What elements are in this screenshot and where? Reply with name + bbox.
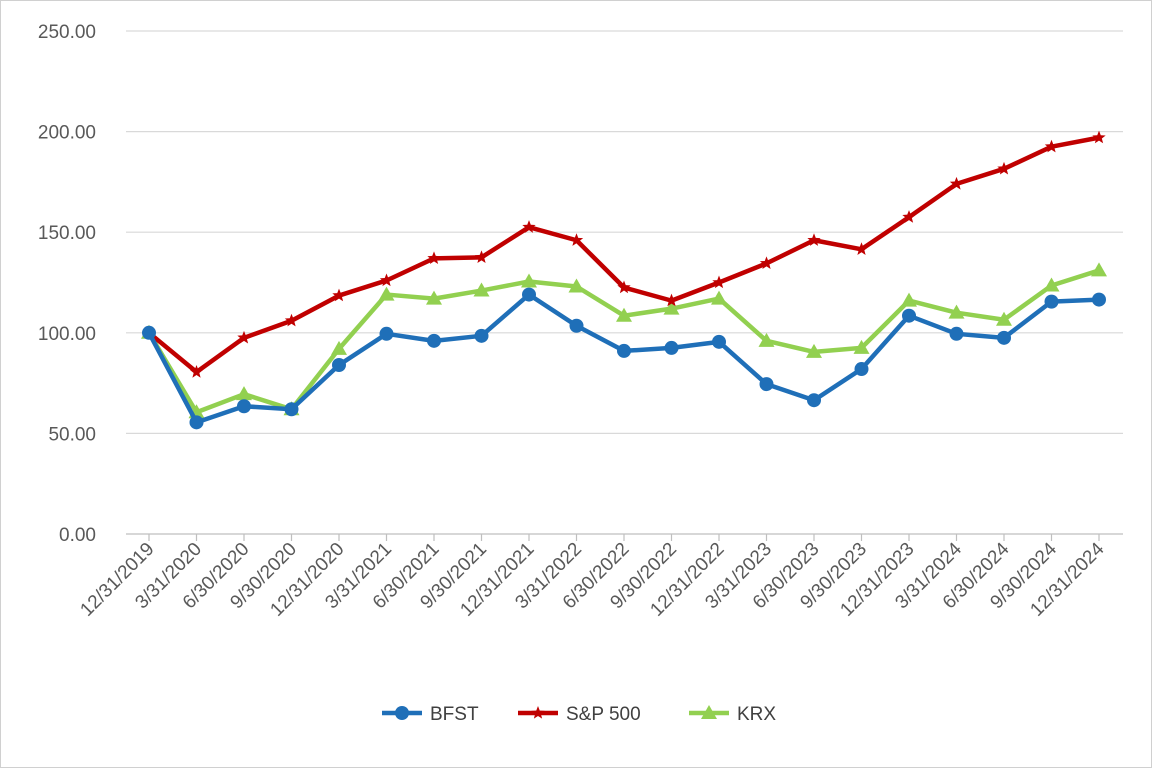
- y-tick-label: 200.00: [38, 123, 96, 144]
- data-point-bfst: [949, 326, 964, 341]
- data-point-s-p-500: [569, 233, 584, 246]
- data-point-s-p-500: [997, 161, 1011, 175]
- data-point-krx: [331, 340, 347, 355]
- data-point-bfst: [474, 328, 489, 343]
- y-tick-label: 100.00: [38, 324, 96, 345]
- data-point-s-p-500: [332, 288, 346, 302]
- x-axis: [126, 533, 1123, 541]
- legend-marker: [701, 705, 717, 719]
- data-point-bfst: [759, 377, 774, 392]
- y-tick-label: 50.00: [48, 424, 96, 445]
- data-point-krx: [1091, 262, 1107, 277]
- y-tick-label: 0.00: [59, 525, 96, 546]
- legend-label: S&P 500: [566, 704, 641, 725]
- data-point-krx: [663, 300, 680, 315]
- data-point-bfst: [332, 357, 346, 372]
- data-point-bfst: [189, 415, 204, 430]
- legend-item-bfst: BFST: [382, 704, 479, 725]
- legend-label: BFST: [430, 704, 479, 725]
- data-point-krx: [568, 278, 585, 293]
- data-point-s-p-500: [854, 242, 869, 255]
- data-point-bfst: [1092, 292, 1106, 307]
- gridlines: [126, 30, 1123, 434]
- data-point-bfst: [427, 333, 441, 348]
- series-bfst: [142, 287, 1106, 430]
- data-point-bfst: [522, 287, 536, 302]
- data-point-s-p-500: [617, 280, 631, 294]
- data-point-krx: [473, 282, 490, 297]
- data-point-krx: [616, 307, 632, 322]
- data-point-s-p-500: [189, 365, 204, 378]
- data-point-krx: [853, 339, 870, 354]
- x-axis-labels: 12/31/20193/31/20206/30/20209/30/202012/…: [76, 538, 1108, 620]
- legend-marker: [531, 706, 545, 719]
- data-point-krx: [378, 286, 395, 301]
- data-point-s-p-500: [1092, 130, 1106, 144]
- data-point-s-p-500: [1044, 139, 1059, 153]
- data-point-bfst: [617, 343, 631, 358]
- data-point-krx: [1043, 277, 1060, 292]
- data-point-s-p-500: [712, 275, 726, 289]
- data-point-s-p-500: [522, 220, 536, 233]
- y-tick-label: 250.00: [38, 22, 96, 43]
- data-point-bfst: [854, 362, 869, 377]
- data-point-krx: [521, 273, 537, 288]
- data-point-bfst: [237, 399, 251, 414]
- data-point-s-p-500: [807, 233, 821, 246]
- legend: BFST S&P 500 KRX: [382, 704, 776, 725]
- data-point-bfst: [142, 325, 156, 340]
- data-point-bfst: [712, 334, 726, 349]
- y-axis-labels: 0.00 50.00 100.00 150.00 200.00 250.00: [38, 22, 96, 546]
- data-point-s-p-500: [759, 256, 774, 270]
- legend-label: KRX: [737, 704, 776, 725]
- data-point-s-p-500: [902, 210, 916, 223]
- data-point-s-p-500: [474, 250, 489, 264]
- series-lines: [141, 130, 1107, 430]
- data-point-s-p-500: [379, 273, 394, 287]
- data-point-krx: [711, 290, 727, 305]
- data-point-s-p-500: [237, 330, 251, 344]
- legend-item-s-p-500: S&P 500: [518, 704, 641, 725]
- data-point-krx: [996, 311, 1012, 326]
- data-point-krx: [758, 332, 775, 347]
- series-line-krx: [146, 268, 1102, 415]
- data-point-s-p-500: [427, 251, 441, 265]
- series-s-p-500: [142, 130, 1106, 378]
- y-tick-label: 150.00: [38, 223, 96, 244]
- data-point-s-p-500: [664, 293, 679, 307]
- legend-item-krx: KRX: [689, 704, 776, 725]
- data-point-bfst: [284, 402, 299, 417]
- data-point-krx: [948, 304, 965, 319]
- data-point-krx: [236, 386, 252, 401]
- legend-marker: [395, 706, 409, 720]
- data-point-bfst: [1044, 294, 1059, 309]
- data-point-bfst: [569, 318, 584, 333]
- data-point-bfst: [379, 326, 394, 341]
- data-point-krx: [901, 292, 917, 307]
- data-point-krx: [426, 290, 442, 305]
- data-point-bfst: [902, 308, 916, 323]
- data-point-bfst: [807, 393, 821, 408]
- data-point-bfst: [664, 340, 679, 355]
- data-point-s-p-500: [284, 313, 299, 327]
- data-point-krx: [806, 343, 822, 358]
- data-point-bfst: [997, 330, 1011, 345]
- data-point-s-p-500: [949, 176, 964, 190]
